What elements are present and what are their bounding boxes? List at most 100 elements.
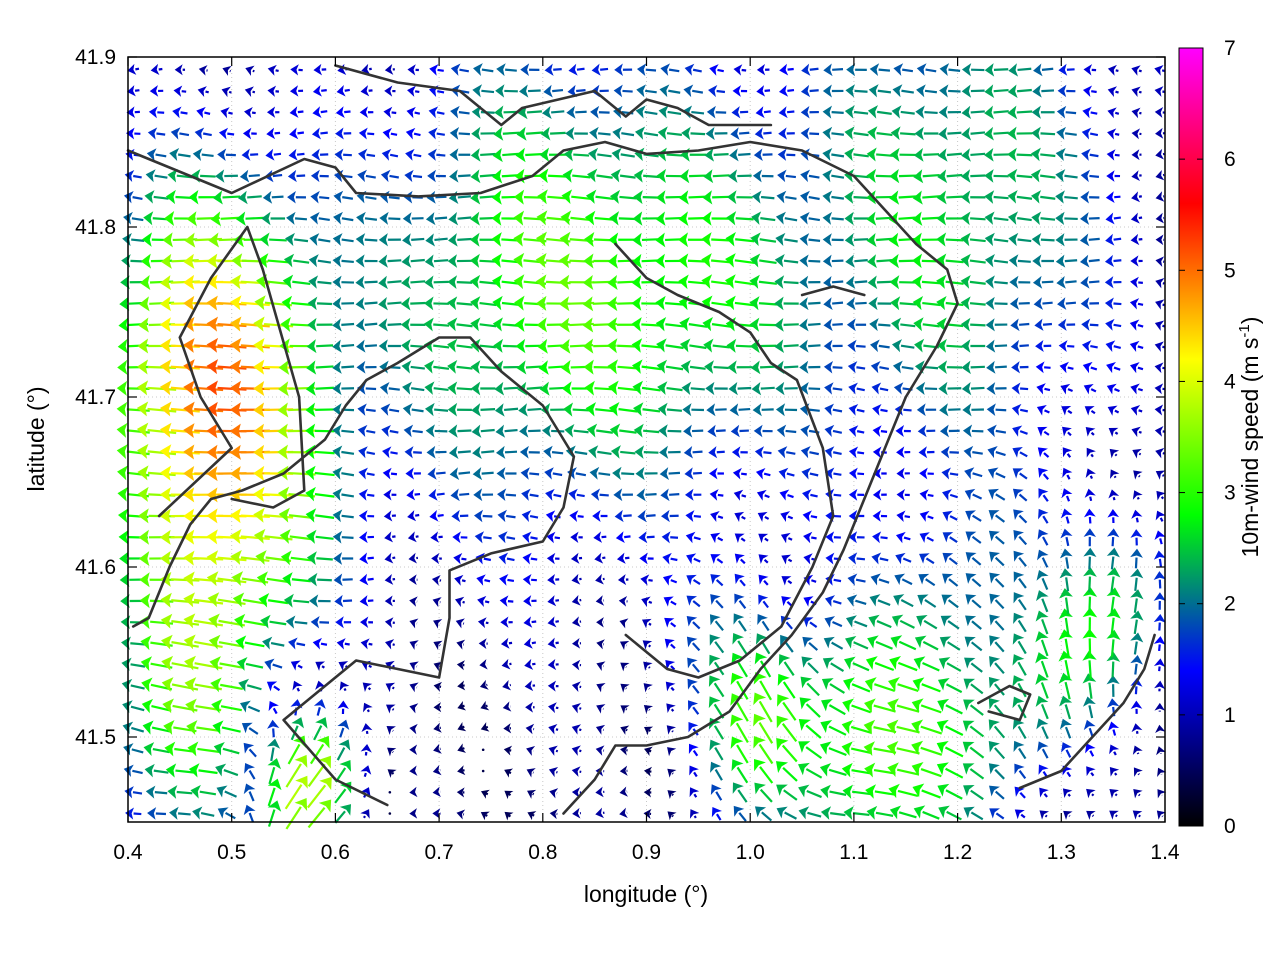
wind-arrow	[258, 593, 289, 608]
wind-arrow	[781, 596, 793, 607]
wind-arrow	[404, 169, 423, 183]
wind-arrow	[359, 531, 374, 544]
wind-arrow	[1080, 212, 1100, 225]
wind-arrow	[229, 466, 270, 482]
wind-arrow	[778, 127, 795, 140]
wind-arrow	[561, 189, 592, 204]
wind-arrow	[1155, 170, 1165, 181]
wind-arrow	[355, 318, 378, 332]
wind-arrow	[208, 634, 245, 650]
wind-arrow	[409, 723, 418, 735]
wind-arrow	[758, 533, 769, 544]
wind-arrow	[667, 747, 677, 757]
wind-arrow	[1157, 767, 1167, 777]
wind-arrow	[896, 467, 910, 480]
wind-arrow	[1156, 490, 1166, 501]
wind-arrow	[497, 509, 516, 523]
wind-arrow	[777, 694, 797, 721]
wind-arrow	[1037, 529, 1049, 546]
wind-arrow	[403, 424, 423, 438]
wind-arrow	[456, 787, 465, 798]
y-tick-label: 41.8	[75, 216, 116, 239]
wind-arrow	[960, 211, 986, 226]
wind-arrow	[1110, 469, 1120, 479]
wind-arrow	[206, 508, 247, 524]
wind-arrow	[431, 575, 442, 586]
wind-arrow	[563, 402, 590, 417]
wind-arrow	[1060, 528, 1073, 547]
wind-arrow	[1009, 297, 1030, 310]
wind-arrow	[121, 678, 145, 693]
wind-arrow	[962, 741, 985, 759]
wind-arrow	[1106, 149, 1120, 161]
wind-arrow	[731, 446, 748, 459]
wind-arrow	[778, 467, 795, 480]
wind-arrow	[642, 640, 653, 650]
wind-arrow	[864, 698, 896, 713]
wind-arrow	[1062, 467, 1073, 480]
wind-arrow	[707, 424, 726, 438]
wind-arrow	[1080, 297, 1099, 310]
wind-arrow	[685, 531, 701, 544]
wind-arrow	[285, 754, 308, 788]
wind-arrow	[919, 467, 934, 480]
wind-arrow	[889, 169, 917, 184]
wind-arrow	[525, 701, 535, 713]
wind-arrow	[731, 652, 749, 678]
wind-arrow	[241, 722, 259, 735]
wind-arrow	[1037, 426, 1050, 437]
wind-arrow	[149, 85, 164, 97]
wind-arrow	[705, 381, 728, 396]
wind-arrow	[988, 510, 1006, 523]
wind-arrow	[358, 148, 376, 161]
wind-arrow	[758, 554, 769, 565]
wind-arrow	[209, 656, 244, 671]
wind-arrow	[779, 489, 794, 501]
wind-arrow	[548, 723, 559, 735]
wind-arrow	[159, 359, 200, 375]
wind-arrow	[229, 295, 270, 311]
wind-arrow	[846, 594, 867, 607]
contour-lines	[126, 64, 1156, 815]
wind-arrow	[686, 574, 701, 586]
wind-arrow	[821, 678, 845, 694]
wind-arrow	[709, 614, 724, 631]
wind-arrow	[305, 381, 334, 396]
wind-arrow	[960, 275, 986, 289]
wind-arrow	[1060, 508, 1073, 524]
wind-arrow	[520, 467, 540, 480]
wind-arrow	[545, 488, 562, 501]
wind-arrow	[1084, 406, 1096, 416]
wind-arrow	[262, 190, 284, 204]
wind-arrow	[755, 467, 771, 480]
wind-arrow	[984, 126, 1009, 141]
wind-arrow	[870, 573, 890, 586]
wind-arrow	[499, 574, 515, 586]
wind-arrow	[1132, 490, 1143, 500]
wind-arrow	[913, 317, 940, 332]
wind-arrow	[289, 106, 304, 118]
wind-arrow	[730, 424, 749, 438]
wind-arrow	[384, 617, 395, 629]
wind-arrow	[1130, 276, 1143, 289]
wind-arrow	[1155, 277, 1165, 289]
wind-arrow	[868, 296, 892, 311]
wind-arrow	[960, 232, 986, 247]
wind-arrow	[1083, 383, 1097, 395]
wind-arrow	[961, 169, 986, 183]
wind-arrow	[360, 809, 370, 819]
wind-arrow	[775, 403, 798, 417]
wind-arrow	[378, 318, 402, 332]
x-tick-label: 0.7	[424, 841, 453, 864]
wind-arrow	[844, 105, 869, 119]
wind-arrow	[936, 295, 964, 311]
wind-arrow	[727, 360, 753, 375]
wind-arrow	[383, 106, 397, 119]
wind-arrow	[666, 725, 677, 735]
wind-arrow	[1012, 654, 1027, 676]
wind-arrow	[872, 488, 887, 501]
wind-arrow	[911, 698, 942, 714]
wind-arrow	[457, 680, 466, 691]
wind-arrow	[585, 402, 615, 417]
wind-arrow	[1034, 318, 1053, 331]
